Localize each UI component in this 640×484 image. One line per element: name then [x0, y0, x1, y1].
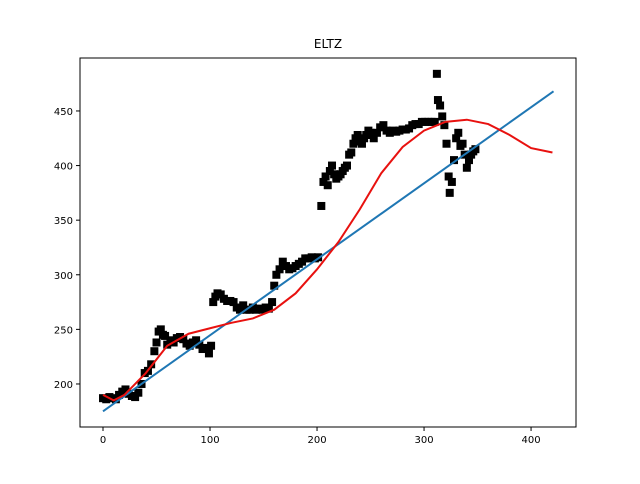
scatter-point [444, 172, 453, 181]
scatter-point [366, 128, 375, 137]
x-tick-label: 100 [200, 435, 219, 446]
scatter-point [121, 385, 130, 394]
x-tick-label: 0 [100, 435, 106, 446]
y-tick-label: 350 [54, 216, 73, 227]
scatter-point [179, 335, 188, 344]
scatter-point [321, 172, 330, 181]
scatter-point [270, 281, 279, 290]
scatter-point [450, 156, 459, 165]
x-tick-label: 400 [522, 435, 541, 446]
scatter-point [235, 305, 244, 314]
scatter-point [229, 298, 238, 307]
scatter-point [433, 96, 442, 105]
scatter-point [432, 69, 441, 78]
scatter-point [268, 298, 277, 307]
scatter-point [275, 265, 284, 274]
scatter-point [272, 270, 281, 279]
scatter-point [328, 161, 337, 170]
scatter-point [325, 167, 334, 176]
scatter-point [353, 130, 362, 139]
scatter-point [447, 177, 456, 186]
scatter-point [430, 117, 439, 126]
scatter-point [239, 301, 248, 310]
scatter-point [362, 130, 371, 139]
chart-title: ELTZ [314, 37, 342, 51]
scatter-point [347, 148, 356, 157]
scatter-point [150, 347, 159, 356]
scatter-point [372, 128, 381, 137]
y-tick-label: 450 [54, 107, 73, 118]
scatter-point [278, 257, 287, 266]
scatter-point [192, 336, 201, 345]
scatter-point [195, 340, 204, 349]
scatter-point [464, 156, 473, 165]
scatter-point [201, 343, 210, 352]
scatter-point [152, 338, 161, 347]
scatter-point [131, 393, 140, 402]
scatter-point [379, 121, 388, 130]
scatter-point [452, 134, 461, 143]
scatter-point [147, 360, 156, 369]
scatter-point [445, 188, 454, 197]
scatter-point [156, 325, 165, 334]
scatter-point [442, 139, 451, 148]
scatter-point [319, 177, 328, 186]
scatter-point [161, 331, 170, 340]
scatter-point [349, 139, 358, 148]
scatter-point [264, 304, 273, 313]
x-tick-label: 200 [307, 435, 326, 446]
scatter-point [134, 388, 143, 397]
scatter-point [207, 341, 216, 350]
scatter-point [471, 145, 480, 154]
scatter-point [438, 112, 447, 121]
scatter-point [369, 134, 378, 143]
scatter-point [458, 139, 467, 148]
scatter-point [440, 121, 449, 130]
scatter-point [454, 128, 463, 137]
scatter-point [330, 170, 339, 179]
y-tick-label: 300 [54, 271, 73, 282]
scatter-point [436, 101, 445, 110]
scatter-point [342, 161, 351, 170]
scatter-point [323, 181, 332, 190]
scatter-point [317, 201, 326, 210]
scatter-point [462, 163, 471, 172]
scatter-point [209, 298, 218, 307]
scatter-point [357, 139, 366, 148]
scatter-point [216, 290, 225, 299]
fit-line [102, 90, 555, 413]
plot-frame [79, 57, 577, 428]
y-tick-label: 250 [54, 325, 73, 336]
x-tick-label: 300 [414, 435, 433, 446]
scatter-point [204, 349, 213, 358]
y-tick-label: 400 [54, 162, 73, 173]
y-tick-label: 200 [54, 380, 73, 391]
fit-line [102, 118, 553, 402]
